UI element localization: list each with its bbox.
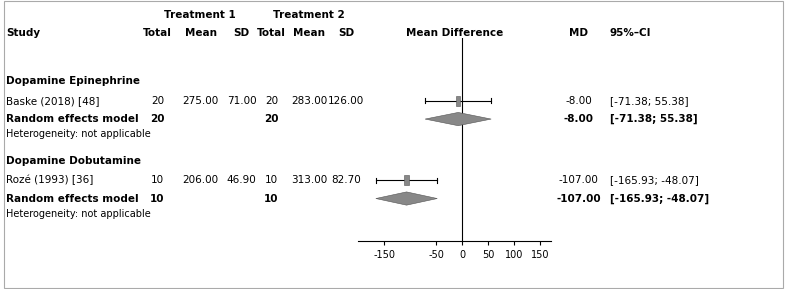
Text: Treatment 2: Treatment 2 <box>273 10 345 20</box>
Text: SD: SD <box>338 27 354 38</box>
Text: Rozé (1993) [36]: Rozé (1993) [36] <box>6 175 94 186</box>
Text: Mean Difference: Mean Difference <box>406 27 503 38</box>
Text: 20: 20 <box>150 114 164 124</box>
Text: 10: 10 <box>264 194 279 203</box>
Text: Heterogeneity: not applicable: Heterogeneity: not applicable <box>6 209 151 219</box>
Text: 20: 20 <box>264 114 279 124</box>
Text: Study: Study <box>6 27 40 38</box>
Text: 82.70: 82.70 <box>331 175 361 185</box>
Text: Dopamine Epinephrine: Dopamine Epinephrine <box>6 76 140 86</box>
Text: Random effects model: Random effects model <box>6 114 139 124</box>
Text: 313.00: 313.00 <box>291 175 327 185</box>
Text: Mean: Mean <box>185 27 216 38</box>
Text: Heterogeneity: not applicable: Heterogeneity: not applicable <box>6 129 151 139</box>
Text: [-165.93; -48.07]: [-165.93; -48.07] <box>610 175 699 185</box>
Text: Dopamine Dobutamine: Dopamine Dobutamine <box>6 156 142 166</box>
Bar <box>456 96 460 106</box>
Text: 20: 20 <box>151 96 164 106</box>
Text: 46.90: 46.90 <box>227 175 257 185</box>
Text: Treatment 1: Treatment 1 <box>164 10 235 20</box>
Text: Random effects model: Random effects model <box>6 194 139 203</box>
Text: -107.00: -107.00 <box>556 194 600 203</box>
Bar <box>405 175 409 185</box>
Text: 95%–CI: 95%–CI <box>610 27 652 38</box>
Text: -107.00: -107.00 <box>559 175 598 185</box>
Text: 206.00: 206.00 <box>183 175 219 185</box>
Text: 126.00: 126.00 <box>328 96 364 106</box>
Text: Baske (2018) [48]: Baske (2018) [48] <box>6 96 100 106</box>
Text: 20: 20 <box>265 96 278 106</box>
Text: [-165.93; -48.07]: [-165.93; -48.07] <box>610 193 709 204</box>
Text: 10: 10 <box>265 175 278 185</box>
Text: [-71.38; 55.38]: [-71.38; 55.38] <box>610 114 697 124</box>
Text: 10: 10 <box>150 194 164 203</box>
Text: Total: Total <box>257 27 286 38</box>
Text: Mean: Mean <box>294 27 325 38</box>
Polygon shape <box>376 192 438 205</box>
Text: MD: MD <box>569 27 588 38</box>
Text: -8.00: -8.00 <box>565 96 592 106</box>
Text: SD: SD <box>234 27 249 38</box>
Polygon shape <box>425 112 491 126</box>
Text: Total: Total <box>143 27 172 38</box>
Text: 10: 10 <box>151 175 164 185</box>
Text: 283.00: 283.00 <box>291 96 327 106</box>
Text: 275.00: 275.00 <box>183 96 219 106</box>
Text: [-71.38; 55.38]: [-71.38; 55.38] <box>610 96 689 106</box>
Text: -8.00: -8.00 <box>563 114 593 124</box>
Text: 71.00: 71.00 <box>227 96 257 106</box>
